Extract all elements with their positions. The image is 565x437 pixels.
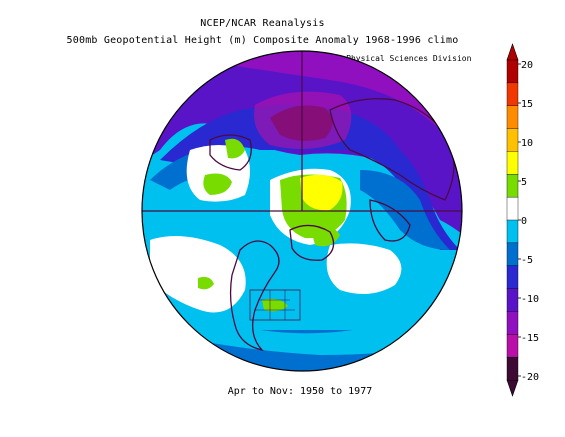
- colorbar-max-arrow: [506, 43, 519, 61]
- colorbar-tick-label: 20: [521, 60, 533, 71]
- colorbar-swatch: [506, 174, 519, 198]
- map-subtitle: 500mb Geopotential Height (m) Composite …: [66, 35, 459, 46]
- colorbar-swatch: [506, 288, 519, 312]
- colorbar-swatch: [506, 242, 519, 267]
- globe-outline: [141, 50, 463, 372]
- period-caption: Apr to Nov: 1950 to 1977: [227, 386, 373, 397]
- colorbar-tick-label: -20: [521, 372, 539, 383]
- colorbar-tick-label: -5: [521, 255, 533, 266]
- colorbar-tick-label: 15: [521, 99, 533, 110]
- colorbar-swatch: [506, 311, 519, 335]
- colorbar-swatch: [506, 59, 519, 84]
- colorbar-tick-label: 10: [521, 138, 533, 149]
- map-title: NCEP/NCAR Reanalysis: [200, 18, 325, 29]
- colorbar-swatch: [506, 128, 519, 152]
- colorbar-swatch: [506, 219, 519, 244]
- colorbar-swatch: [506, 151, 519, 175]
- colorbar-tick-label: -10: [521, 294, 539, 305]
- colorbar-tick-label: 5: [521, 177, 527, 188]
- coastlines: [209, 98, 455, 352]
- colorbar-swatch: [506, 105, 519, 130]
- colorbar-swatch: [506, 356, 519, 381]
- colorbar-swatch: [506, 334, 519, 358]
- colorbar-tick-label: 0: [521, 216, 527, 227]
- colorbar-swatch: [506, 265, 519, 290]
- colorbar-swatch: [506, 196, 519, 221]
- colorbar-swatch: [506, 82, 519, 107]
- colorbar-tick-label: -15: [521, 333, 539, 344]
